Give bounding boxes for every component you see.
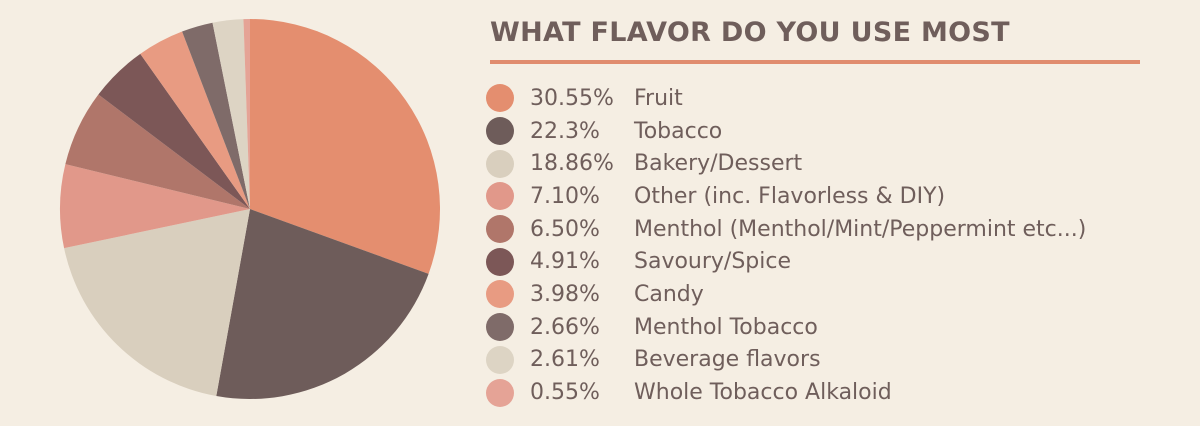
legend-percent: 3.98% bbox=[530, 281, 600, 307]
legend-percent: 0.55% bbox=[530, 380, 600, 406]
pie-slice-whole-tobacco-alkaloid bbox=[243, 18, 250, 210]
legend-percent: 18.86% bbox=[530, 151, 614, 177]
legend-item: 3.98% Candy bbox=[486, 278, 1086, 311]
title-underline bbox=[490, 60, 1140, 64]
legend-swatch bbox=[486, 280, 514, 309]
pie-slice-fruit bbox=[250, 19, 440, 274]
pie-slice-other-inc-flavorless-diy bbox=[59, 164, 250, 249]
legend-swatch bbox=[486, 84, 514, 113]
legend-swatch bbox=[486, 378, 514, 407]
legend-percent: 30.55% bbox=[530, 85, 614, 111]
legend-swatch bbox=[486, 247, 514, 276]
legend-label: Other (inc. Flavorless & DIY) bbox=[634, 183, 946, 209]
legend-percent: 7.10% bbox=[530, 183, 600, 209]
pie-slice-menthol-tobacco bbox=[182, 22, 250, 210]
legend-percent: 2.66% bbox=[530, 314, 600, 340]
pie-slice-tobacco bbox=[216, 209, 429, 399]
legend-label: Bakery/Dessert bbox=[634, 151, 803, 177]
pie-slice-savoury-spice bbox=[98, 53, 251, 209]
chart-title: WHAT FLAVOR DO YOU USE MOST bbox=[490, 17, 1010, 48]
legend-label: Menthol (Menthol/Mint/Peppermint etc...) bbox=[634, 216, 1087, 242]
legend-label: Menthol Tobacco bbox=[634, 314, 818, 340]
legend-swatch bbox=[486, 345, 514, 374]
legend-label: Fruit bbox=[634, 85, 683, 111]
legend-label: Candy bbox=[634, 281, 704, 307]
legend-swatch bbox=[486, 117, 514, 146]
pie-chart bbox=[59, 18, 440, 399]
legend: 30.55% Fruit 22.3% Tobacco 18.86% Bakery… bbox=[486, 82, 1086, 409]
legend-percent: 22.3% bbox=[530, 118, 600, 144]
legend-percent: 2.61% bbox=[530, 347, 600, 373]
legend-item: 2.66% Menthol Tobacco bbox=[486, 311, 1086, 344]
legend-item: 4.91% Savoury/Spice bbox=[486, 245, 1086, 278]
legend-label: Savoury/Spice bbox=[634, 249, 792, 275]
legend-label: Whole Tobacco Alkaloid bbox=[634, 380, 892, 406]
pie-slice-candy bbox=[140, 31, 250, 210]
legend-item: 2.61% Beverage flavors bbox=[486, 344, 1086, 377]
legend-swatch bbox=[486, 313, 514, 342]
legend-item: 7.10% Other (inc. Flavorless & DIY) bbox=[486, 180, 1086, 213]
legend-item: 30.55% Fruit bbox=[486, 82, 1086, 115]
legend-item: 18.86% Bakery/Dessert bbox=[486, 147, 1086, 180]
legend-swatch bbox=[486, 149, 514, 178]
legend-item: 22.3% Tobacco bbox=[486, 115, 1086, 148]
legend-item: 6.50% Menthol (Menthol/Mint/Peppermint e… bbox=[486, 213, 1086, 246]
pie-slice-bakery-dessert bbox=[64, 209, 250, 396]
pie-slice-menthol-menthol-mint-peppermint-etc bbox=[65, 94, 251, 209]
legend-label: Tobacco bbox=[634, 118, 723, 144]
legend-percent: 6.50% bbox=[530, 216, 600, 242]
legend-label: Beverage flavors bbox=[634, 347, 821, 373]
legend-swatch bbox=[486, 215, 514, 244]
legend-swatch bbox=[486, 182, 514, 211]
pie-slice-beverage-flavors bbox=[212, 19, 250, 209]
legend-percent: 4.91% bbox=[530, 249, 600, 275]
legend-item: 0.55% Whole Tobacco Alkaloid bbox=[486, 376, 1086, 409]
